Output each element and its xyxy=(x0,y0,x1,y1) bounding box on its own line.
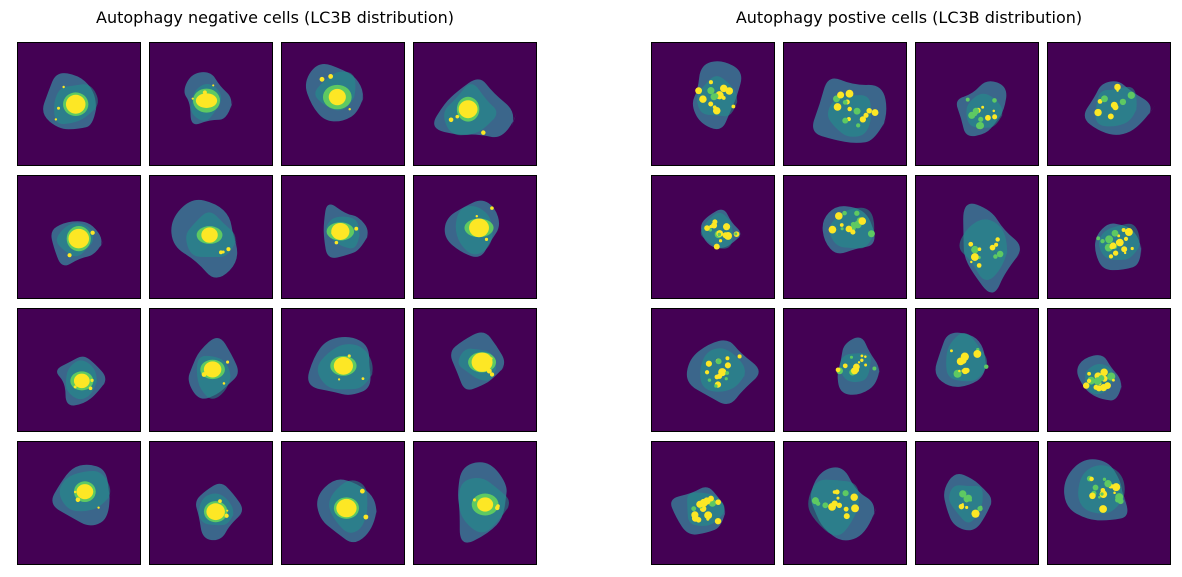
cell-micrograph xyxy=(1048,309,1170,431)
cell-image-positive-2-2 xyxy=(783,175,907,299)
cell-image-positive-2-3 xyxy=(915,175,1039,299)
cell-image-negative-1-2 xyxy=(149,42,273,166)
cell-micrograph xyxy=(282,442,404,564)
cell-micrograph xyxy=(150,43,272,165)
cell-image-positive-4-4 xyxy=(1047,441,1171,565)
cell-micrograph xyxy=(150,176,272,298)
cell-micrograph xyxy=(282,43,404,165)
cell-image-negative-3-3 xyxy=(281,308,405,432)
cell-image-negative-1-1 xyxy=(17,42,141,166)
cell-image-positive-1-3 xyxy=(915,42,1039,166)
cell-micrograph xyxy=(1048,43,1170,165)
cell-image-negative-3-2 xyxy=(149,308,273,432)
cell-micrograph xyxy=(784,176,906,298)
cell-micrograph xyxy=(18,309,140,431)
cell-image-negative-4-2 xyxy=(149,441,273,565)
cell-micrograph xyxy=(916,442,1038,564)
cell-micrograph xyxy=(652,309,774,431)
cell-micrograph xyxy=(916,43,1038,165)
cell-image-positive-4-3 xyxy=(915,441,1039,565)
cell-image-positive-2-4 xyxy=(1047,175,1171,299)
cell-micrograph xyxy=(282,309,404,431)
cell-micrograph xyxy=(414,43,536,165)
cell-micrograph xyxy=(1048,442,1170,564)
cell-image-negative-4-3 xyxy=(281,441,405,565)
cell-image-negative-2-2 xyxy=(149,175,273,299)
cell-micrograph xyxy=(18,43,140,165)
cell-image-negative-1-4 xyxy=(413,42,537,166)
cell-micrograph xyxy=(652,43,774,165)
cell-micrograph xyxy=(150,309,272,431)
cell-micrograph xyxy=(916,176,1038,298)
cell-micrograph xyxy=(916,309,1038,431)
cell-image-positive-2-1 xyxy=(651,175,775,299)
cell-image-positive-1-4 xyxy=(1047,42,1171,166)
panel-title-negative: Autophagy negative cells (LC3B distribut… xyxy=(96,8,454,27)
cell-micrograph xyxy=(414,176,536,298)
cell-image-negative-4-4 xyxy=(413,441,537,565)
panel-title-positive: Autophagy postive cells (LC3B distributi… xyxy=(735,8,1083,27)
cell-micrograph xyxy=(784,309,906,431)
cell-image-negative-2-1 xyxy=(17,175,141,299)
cell-micrograph xyxy=(18,176,140,298)
cell-image-negative-3-1 xyxy=(17,308,141,432)
cell-micrograph xyxy=(282,176,404,298)
cell-image-negative-4-1 xyxy=(17,441,141,565)
cell-image-negative-2-3 xyxy=(281,175,405,299)
cell-micrograph xyxy=(18,442,140,564)
cell-image-positive-3-4 xyxy=(1047,308,1171,432)
cell-micrograph xyxy=(1048,176,1170,298)
cell-micrograph xyxy=(414,309,536,431)
cell-image-negative-1-3 xyxy=(281,42,405,166)
cell-image-positive-1-1 xyxy=(651,42,775,166)
cell-image-positive-4-2 xyxy=(783,441,907,565)
cell-image-positive-4-1 xyxy=(651,441,775,565)
cell-image-positive-1-2 xyxy=(783,42,907,166)
cell-micrograph xyxy=(414,442,536,564)
cell-micrograph xyxy=(652,176,774,298)
image-grid-negative xyxy=(17,42,537,566)
cell-image-positive-3-1 xyxy=(651,308,775,432)
cell-micrograph xyxy=(150,442,272,564)
image-grid-positive xyxy=(651,42,1171,566)
cell-micrograph xyxy=(784,442,906,564)
cell-image-positive-3-3 xyxy=(915,308,1039,432)
cell-image-negative-3-4 xyxy=(413,308,537,432)
cell-micrograph xyxy=(652,442,774,564)
cell-image-negative-2-4 xyxy=(413,175,537,299)
cell-micrograph xyxy=(784,43,906,165)
cell-image-positive-3-2 xyxy=(783,308,907,432)
